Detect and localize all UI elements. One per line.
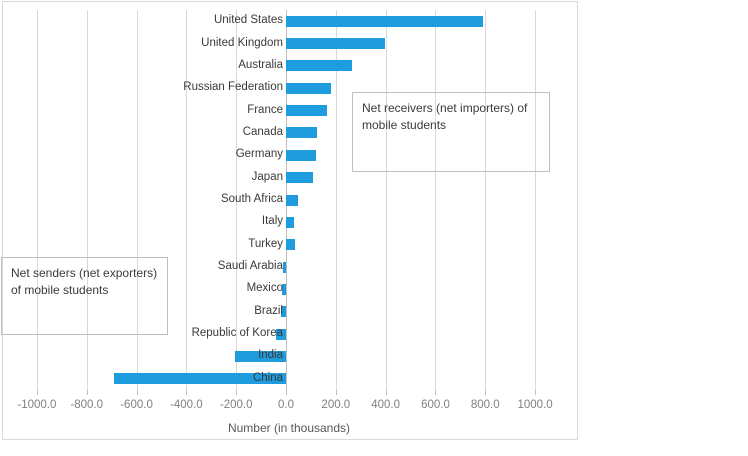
category-label: Republic of Korea (191, 327, 283, 340)
bar (283, 261, 286, 273)
gridline (385, 10, 387, 390)
x-tick-label: -800.0 (70, 399, 104, 411)
gridline (335, 10, 337, 390)
bar (286, 15, 483, 27)
bar (286, 239, 296, 251)
category-label: United States (213, 14, 283, 27)
gridline (86, 10, 88, 390)
category-label: United Kingdom (201, 36, 283, 49)
x-tick-label: 800.0 (470, 399, 500, 411)
tick-mark (385, 390, 387, 395)
category-label: China (252, 371, 283, 384)
x-tick-label: -1000.0 (17, 399, 57, 411)
net-senders-callout: Net senders (net exporters) of mobile st… (1, 257, 168, 335)
tick-mark (86, 390, 88, 395)
category-label: Australia (238, 58, 283, 71)
bar (234, 350, 286, 362)
tick-mark (485, 390, 487, 395)
category-label: South Africa (220, 193, 283, 205)
category-label: Russian Federation (183, 81, 283, 94)
gridline (236, 10, 238, 390)
x-tick-label: 400.0 (371, 399, 401, 411)
tick-mark (535, 390, 537, 395)
bar (286, 149, 317, 161)
bar (286, 38, 386, 50)
bar (275, 328, 286, 340)
x-tick-label: 600.0 (421, 399, 450, 411)
bar (286, 194, 298, 206)
tick-mark (335, 390, 337, 395)
bar (286, 82, 332, 94)
bar (114, 373, 286, 385)
tick-mark (186, 390, 188, 395)
net-receivers-callout: Net receivers (net importers) of mobile … (352, 92, 550, 172)
gridline (435, 10, 437, 390)
gridline (535, 10, 537, 390)
bar (281, 306, 286, 318)
x-tick-label: 200.0 (321, 399, 351, 411)
x-tick-label: 0.0 (278, 399, 294, 411)
bar (286, 172, 314, 184)
category-label: Brazil (254, 304, 283, 317)
category-label: Canada (242, 125, 283, 138)
plot-area (12, 10, 560, 390)
x-tick-label: -600.0 (120, 399, 153, 411)
category-label: Japan (251, 170, 283, 183)
x-tick-label: 1000.0 (517, 399, 553, 411)
category-label: Mexico (246, 282, 283, 295)
tick-mark (435, 390, 437, 395)
bar (281, 283, 286, 295)
category-label: India (258, 349, 283, 362)
bar (286, 105, 328, 117)
category-label: France (247, 103, 283, 116)
x-axis-title: Number (in thousands) (227, 421, 351, 435)
category-label: Germany (235, 148, 283, 161)
bars-layer (12, 10, 560, 390)
tick-mark (286, 390, 287, 395)
gridline (36, 10, 38, 390)
bar (286, 60, 352, 72)
category-label: Italy (261, 215, 283, 228)
gridline (186, 10, 188, 390)
category-label: Saudi Arabia (217, 260, 283, 273)
tick-mark (236, 390, 238, 395)
x-tick-label: -400.0 (170, 399, 203, 411)
bar (286, 216, 295, 228)
tick-mark (36, 390, 38, 395)
x-tick-label: -200.0 (219, 399, 253, 411)
bar (286, 127, 318, 139)
gridline (485, 10, 487, 390)
tick-mark (136, 390, 138, 395)
category-label: Turkey (248, 237, 283, 250)
gridline (136, 10, 138, 390)
